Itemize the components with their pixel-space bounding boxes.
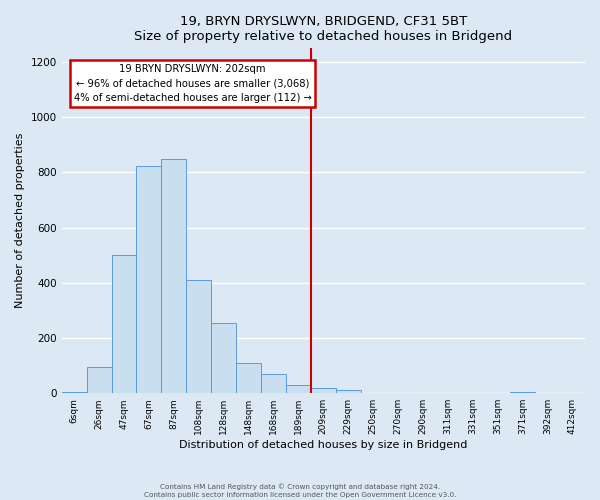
Bar bbox=[211, 323, 236, 393]
Bar bbox=[186, 280, 211, 393]
Bar bbox=[261, 374, 286, 393]
Bar bbox=[161, 158, 186, 393]
Bar bbox=[236, 363, 261, 393]
Bar bbox=[112, 256, 136, 393]
Bar bbox=[62, 392, 86, 393]
Text: 19 BRYN DRYSLWYN: 202sqm
← 96% of detached houses are smaller (3,068)
4% of semi: 19 BRYN DRYSLWYN: 202sqm ← 96% of detach… bbox=[74, 64, 311, 103]
Bar bbox=[311, 388, 336, 393]
Bar bbox=[286, 385, 311, 393]
X-axis label: Distribution of detached houses by size in Bridgend: Distribution of detached houses by size … bbox=[179, 440, 467, 450]
Bar bbox=[136, 166, 161, 393]
Y-axis label: Number of detached properties: Number of detached properties bbox=[15, 133, 25, 308]
Bar bbox=[510, 392, 535, 393]
Bar bbox=[86, 367, 112, 393]
Title: 19, BRYN DRYSLWYN, BRIDGEND, CF31 5BT
Size of property relative to detached hous: 19, BRYN DRYSLWYN, BRIDGEND, CF31 5BT Si… bbox=[134, 15, 512, 43]
Text: Contains HM Land Registry data © Crown copyright and database right 2024.
Contai: Contains HM Land Registry data © Crown c… bbox=[144, 484, 456, 498]
Bar bbox=[336, 390, 361, 393]
